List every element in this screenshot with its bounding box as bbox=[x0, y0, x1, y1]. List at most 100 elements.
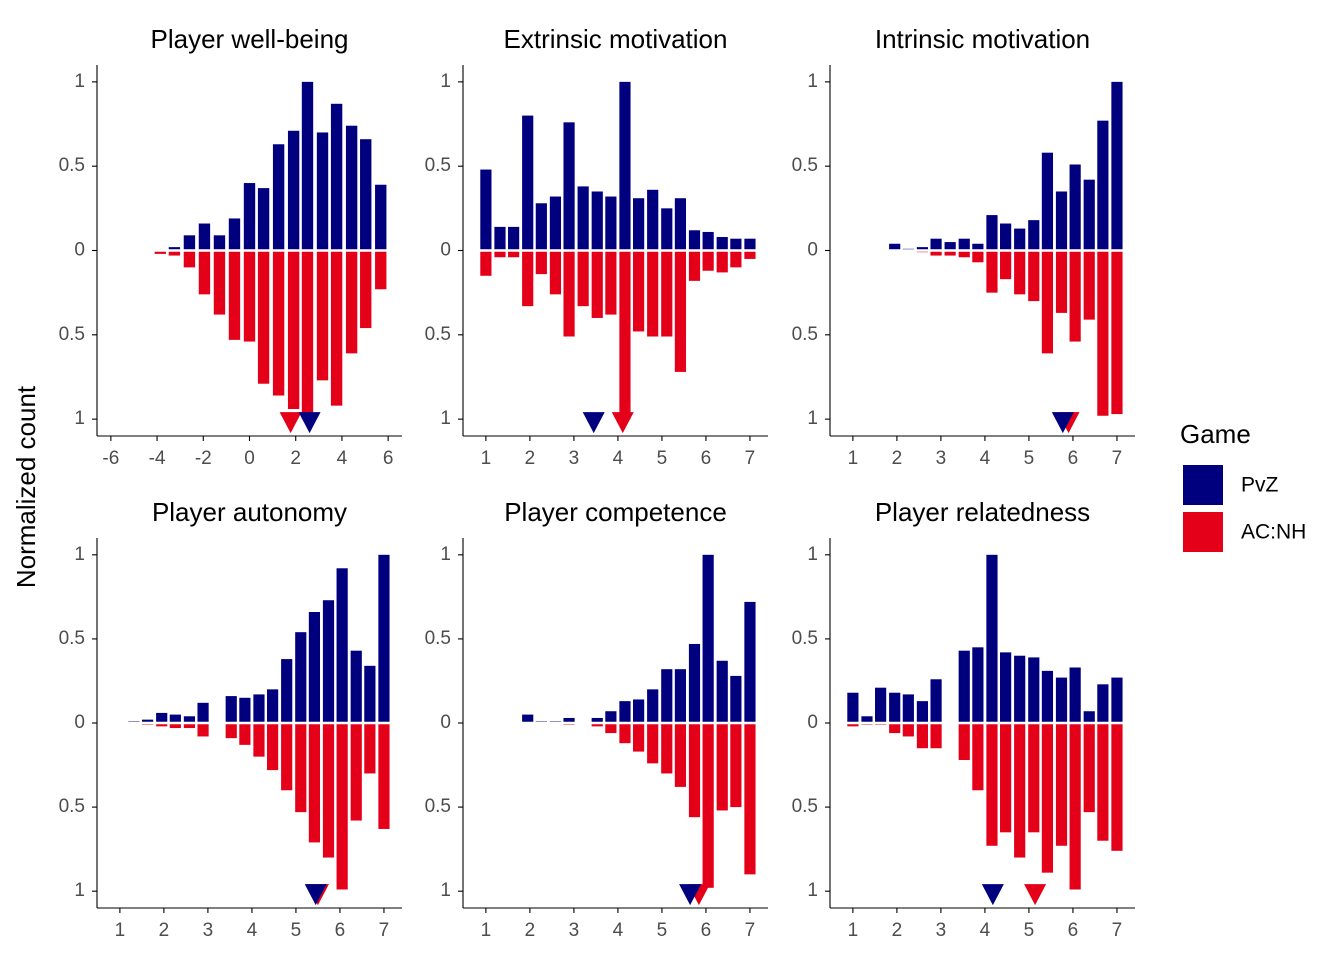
x-tick-label: 6 bbox=[335, 920, 346, 941]
x-tick-label: 7 bbox=[745, 920, 756, 941]
bar bbox=[1041, 670, 1054, 723]
bar bbox=[360, 139, 372, 251]
x-tick-label: 5 bbox=[291, 920, 302, 941]
bar bbox=[1000, 652, 1012, 723]
x-tick-label: 7 bbox=[1112, 920, 1123, 941]
bar bbox=[508, 250, 520, 258]
bar bbox=[930, 238, 942, 251]
bar bbox=[916, 701, 929, 723]
bar bbox=[281, 723, 293, 791]
bar bbox=[688, 643, 701, 723]
bar bbox=[605, 250, 617, 315]
bar bbox=[360, 250, 372, 329]
x-tick-label: 4 bbox=[980, 920, 991, 941]
panel-title: Player competence bbox=[504, 497, 727, 527]
bar bbox=[902, 723, 914, 737]
mean-marker bbox=[298, 412, 321, 434]
x-tick-label: 1 bbox=[848, 448, 859, 469]
panel-title: Extrinsic motivation bbox=[504, 24, 728, 54]
bar bbox=[1014, 250, 1026, 295]
bar bbox=[1000, 250, 1012, 280]
bar bbox=[301, 250, 314, 420]
bar bbox=[142, 719, 154, 723]
bar bbox=[577, 186, 589, 251]
bar bbox=[169, 714, 181, 723]
bar bbox=[494, 226, 506, 251]
bar bbox=[1083, 250, 1095, 320]
bar bbox=[345, 250, 358, 354]
bar bbox=[198, 223, 211, 251]
bar bbox=[243, 183, 256, 251]
bar bbox=[1111, 723, 1123, 851]
x-tick-label: 6 bbox=[1068, 448, 1079, 469]
bar bbox=[253, 723, 265, 757]
x-tick-label: -6 bbox=[102, 448, 119, 469]
bar bbox=[1069, 164, 1081, 251]
bar bbox=[619, 701, 631, 723]
bar bbox=[633, 250, 645, 332]
y-tick-label: 1 bbox=[807, 71, 818, 92]
x-tick-label: 3 bbox=[936, 448, 947, 469]
bar bbox=[847, 723, 859, 727]
bar bbox=[716, 660, 728, 723]
bar bbox=[972, 647, 984, 723]
bar bbox=[986, 723, 998, 846]
bar bbox=[1069, 723, 1081, 890]
bar bbox=[730, 675, 742, 723]
bar bbox=[213, 235, 226, 251]
bar bbox=[1097, 120, 1109, 251]
bar bbox=[916, 723, 929, 749]
y-tick-label: 0.5 bbox=[425, 324, 451, 345]
mean-marker bbox=[582, 412, 605, 434]
bar bbox=[647, 689, 659, 723]
bar bbox=[861, 716, 873, 723]
x-tick-label: 6 bbox=[701, 448, 712, 469]
bar bbox=[1028, 220, 1040, 251]
x-tick-label: 3 bbox=[569, 448, 580, 469]
bar bbox=[494, 250, 506, 258]
bar bbox=[1041, 152, 1054, 251]
bar bbox=[730, 723, 742, 808]
x-tick-label: -2 bbox=[195, 448, 212, 469]
bar bbox=[563, 250, 575, 337]
x-tick-label: 4 bbox=[613, 448, 624, 469]
y-tick-label: 1 bbox=[440, 544, 451, 565]
bar bbox=[1028, 657, 1040, 723]
bar bbox=[535, 203, 547, 251]
bar bbox=[183, 250, 196, 268]
y-tick-label: 1 bbox=[440, 880, 451, 901]
y-tick-label: 0.5 bbox=[792, 628, 818, 649]
bar bbox=[239, 723, 251, 745]
x-tick-label: 2 bbox=[525, 920, 536, 941]
bar bbox=[267, 723, 279, 771]
bar bbox=[591, 191, 603, 251]
bar bbox=[1083, 723, 1095, 813]
bar bbox=[287, 130, 300, 251]
bar bbox=[902, 694, 914, 723]
mean-marker bbox=[1024, 884, 1047, 906]
bar bbox=[257, 250, 270, 384]
x-tick-label: 5 bbox=[1024, 448, 1035, 469]
bar bbox=[480, 169, 492, 251]
bar bbox=[168, 250, 181, 256]
mean-marker bbox=[279, 412, 302, 434]
bar bbox=[1083, 179, 1095, 251]
bar bbox=[702, 723, 714, 888]
y-tick-label: 0 bbox=[74, 240, 85, 261]
bar bbox=[308, 612, 321, 723]
bar bbox=[958, 650, 970, 723]
y-tick-label: 1 bbox=[74, 880, 85, 901]
bar bbox=[183, 235, 196, 251]
y-tick-label: 1 bbox=[440, 71, 451, 92]
bar bbox=[316, 132, 329, 251]
bar bbox=[688, 250, 701, 281]
bar bbox=[1028, 250, 1040, 302]
bar bbox=[228, 250, 241, 340]
bar bbox=[257, 188, 270, 251]
bar bbox=[972, 250, 984, 263]
bar bbox=[716, 250, 728, 273]
x-tick-label: 4 bbox=[613, 920, 624, 941]
x-tick-label: 2 bbox=[892, 920, 903, 941]
bar bbox=[272, 144, 285, 251]
bar bbox=[522, 115, 534, 251]
